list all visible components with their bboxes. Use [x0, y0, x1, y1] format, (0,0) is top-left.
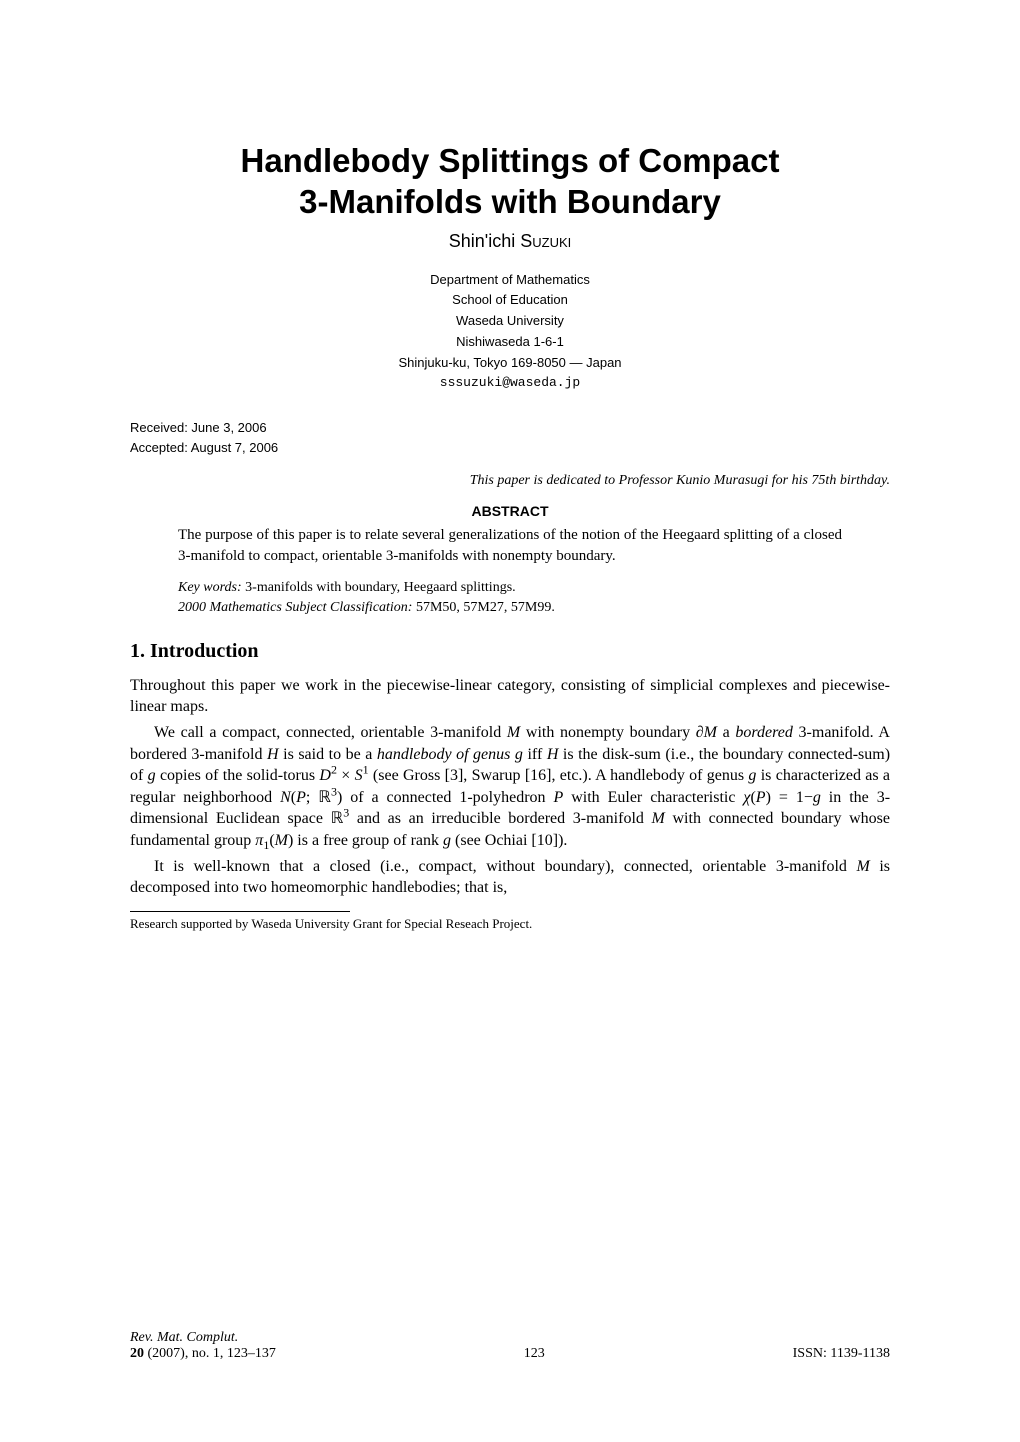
- author-email: sssuzuki@waseda.jp: [130, 373, 890, 394]
- volume-number: 20: [130, 1346, 144, 1361]
- author-line: Shin'ichi Suzuki: [130, 231, 890, 252]
- abstract-body: The purpose of this paper is to relate s…: [178, 525, 842, 566]
- affiliation-line: Waseda University: [130, 311, 890, 332]
- affiliation-block: Department of Mathematics School of Educ…: [130, 270, 890, 395]
- received-date: Received: June 3, 2006: [130, 418, 890, 438]
- footnote-rule: [130, 911, 350, 912]
- page-number: 123: [276, 1346, 793, 1362]
- page-footer: Rev. Mat. Complut. 20 (2007), no. 1, 123…: [130, 1330, 890, 1362]
- title-line-2: 3-Manifolds with Boundary: [299, 183, 721, 220]
- author-last-name: Suzuki: [520, 231, 571, 251]
- msc-line: 2000 Mathematics Subject Classification:…: [178, 600, 842, 616]
- keywords-text: 3-manifolds with boundary, Heegaard spli…: [242, 580, 516, 595]
- keywords-label: Key words:: [178, 580, 242, 595]
- volume-issue: 20 (2007), no. 1, 123–137: [130, 1346, 276, 1362]
- abstract-heading: ABSTRACT: [130, 503, 890, 519]
- body-paragraph: We call a compact, connected, orientable…: [130, 722, 890, 852]
- affiliation-line: Nishiwaseda 1-6-1: [130, 332, 890, 353]
- dedication-line: This paper is dedicated to Professor Kun…: [130, 473, 890, 489]
- dates-block: Received: June 3, 2006 Accepted: August …: [130, 418, 890, 457]
- paper-title: Handlebody Splittings of Compact 3-Manif…: [130, 140, 890, 223]
- body-paragraph: Throughout this paper we work in the pie…: [130, 675, 890, 718]
- body-paragraph: It is well-known that a closed (i.e., co…: [130, 856, 890, 899]
- author-first-name: Shin'ichi: [449, 231, 520, 251]
- issue-pages: (2007), no. 1, 123–137: [144, 1346, 276, 1361]
- footnote-text: Research supported by Waseda University …: [130, 916, 890, 933]
- issn: ISSN: 1139-1138: [793, 1346, 890, 1362]
- keywords-line: Key words: 3-manifolds with boundary, He…: [178, 580, 842, 596]
- affiliation-line: Shinjuku-ku, Tokyo 169-8050 — Japan: [130, 353, 890, 374]
- title-line-1: Handlebody Splittings of Compact: [240, 142, 779, 179]
- msc-label: 2000 Mathematics Subject Classification:: [178, 600, 416, 615]
- affiliation-line: Department of Mathematics: [130, 270, 890, 291]
- accepted-date: Accepted: August 7, 2006: [130, 438, 890, 458]
- msc-codes: 57M50, 57M27, 57M99.: [416, 600, 555, 615]
- journal-name: Rev. Mat. Complut.: [130, 1330, 890, 1346]
- section-heading: 1. Introduction: [130, 640, 890, 663]
- affiliation-line: School of Education: [130, 290, 890, 311]
